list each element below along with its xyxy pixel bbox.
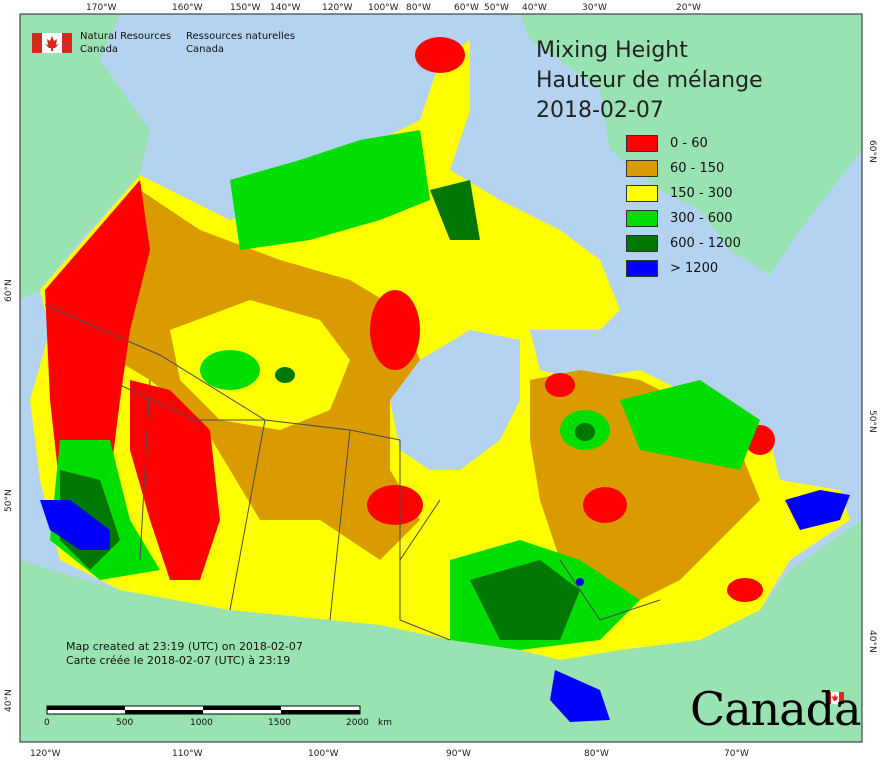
tick-top: 160°W — [172, 3, 203, 13]
scale-label: 2000 — [346, 718, 369, 728]
legend-item: 300 - 600 — [626, 209, 733, 227]
tick-top: 80°W — [406, 3, 431, 13]
tick-bottom: 80°W — [584, 749, 609, 759]
region-0-60-ellesmere — [415, 37, 465, 73]
tick-bottom: 90°W — [446, 749, 471, 759]
region-0-60-west — [45, 180, 150, 490]
tick-top: 150°W — [230, 3, 261, 13]
legend-swatch — [626, 134, 658, 152]
scale-label: 1000 — [190, 718, 213, 728]
legend-item: 0 - 60 — [626, 134, 708, 152]
greenland-land — [520, 14, 862, 275]
graticule-bottom: 120°W 110°W 100°W 90°W 80°W 70°W — [30, 749, 749, 759]
map-title-en: Mixing Height — [536, 38, 688, 63]
tick-right: 40°N — [867, 630, 877, 653]
scale-label: 500 — [116, 718, 134, 728]
agency-name-fr: Ressources naturelles Canada — [186, 30, 295, 56]
tick-left: 50°N — [4, 489, 14, 512]
map-title-fr: Hauteur de mélange — [536, 68, 763, 93]
canada-wordmark: Canada — [690, 682, 862, 736]
tick-top: 20°W — [676, 3, 701, 13]
region-600-1200-ontario — [470, 560, 580, 640]
hudson-bay — [390, 330, 520, 470]
tick-top: 170°W — [86, 3, 117, 13]
map-date: 2018-02-07 — [536, 98, 664, 123]
region-gt1200-ontario — [550, 670, 610, 722]
agency-name-en-line2: Canada — [80, 44, 119, 55]
legend-item: 600 - 1200 — [626, 234, 741, 252]
wordmark-flag-icon — [826, 692, 844, 704]
agency-name-en-line1: Natural Resources — [80, 31, 172, 42]
legend-label: > 1200 — [670, 260, 719, 276]
tick-bottom: 120°W — [30, 749, 61, 759]
region-0-60-ungava — [545, 373, 575, 397]
legend-label: 300 - 600 — [670, 210, 733, 226]
region-600-1200-arctic — [430, 180, 480, 240]
credit-en: Map created at 23:19 (UTC) on 2018-02-07 — [66, 640, 303, 653]
region-gt1200-bc — [40, 500, 110, 550]
region-300-600-nwt — [200, 350, 260, 390]
scale-unit: km — [378, 718, 392, 728]
legend-label: 0 - 60 — [670, 135, 708, 151]
region-0-60-ontario — [367, 485, 423, 525]
region-gt1200-dot — [576, 578, 584, 586]
tick-left: 40°N — [4, 689, 14, 712]
region-600-1200-quebec — [575, 423, 595, 441]
tick-bottom: 70°W — [724, 749, 749, 759]
graticule-left: 60°N 50°N 40°N — [4, 279, 14, 712]
region-300-600-labrador — [620, 380, 760, 470]
legend-swatch — [626, 159, 658, 177]
region-gt1200-newfoundland — [785, 490, 850, 530]
alaska-land — [20, 14, 150, 300]
agency-name-fr-line2: Canada — [186, 44, 225, 55]
graticule-right: 60°N 50°N 40°N — [867, 140, 877, 653]
legend-item: 150 - 300 — [626, 184, 733, 202]
tick-top: 140°W — [270, 3, 301, 13]
tick-bottom: 100°W — [308, 749, 339, 759]
tick-top: 60°W — [454, 3, 479, 13]
usa-land — [20, 520, 862, 742]
region-150-300 — [170, 300, 350, 430]
graticule-top: 170°W 160°W 150°W 140°W 120°W 100°W 80°W… — [86, 3, 701, 13]
region-0-60-maritimes — [727, 578, 763, 602]
tick-top: 120°W — [322, 3, 353, 13]
agency-name-fr-line1: Ressources naturelles — [186, 31, 296, 42]
province-boundaries — [44, 304, 661, 641]
tick-right: 50°N — [867, 410, 877, 433]
scale-label: 1500 — [268, 718, 291, 728]
legend-label: 60 - 150 — [670, 160, 725, 176]
region-0-60-quebec — [583, 487, 627, 523]
region-600-1200-nwt — [275, 367, 295, 383]
tick-top: 100°W — [368, 3, 399, 13]
legend-label: 600 - 1200 — [670, 235, 741, 251]
region-300-600-arctic — [230, 130, 430, 250]
tick-top: 50°W — [484, 3, 509, 13]
legend-label: 150 - 300 — [670, 185, 733, 201]
legend-swatch — [626, 259, 658, 277]
scale-label: 0 — [44, 718, 50, 728]
region-0-60-rockies — [130, 380, 220, 580]
legend-swatch — [626, 184, 658, 202]
tick-right: 60°N — [867, 140, 877, 163]
canada-flag-icon — [32, 33, 72, 53]
tick-bottom: 110°W — [172, 749, 203, 759]
legend-swatch — [626, 234, 658, 252]
map-border — [19, 13, 863, 743]
credit-fr: Carte créée le 2018-02-07 (UTC) à 23:19 — [66, 654, 291, 667]
agency-name-en: Natural Resources Canada — [80, 30, 171, 56]
legend-item: 60 - 150 — [626, 159, 724, 177]
legend-item: > 1200 — [626, 259, 718, 277]
region-0-60-nunavut — [370, 290, 420, 370]
tick-top: 30°W — [582, 3, 607, 13]
tick-left: 60°N — [4, 279, 14, 302]
tick-top: 40°W — [522, 3, 547, 13]
scale-bar — [46, 705, 361, 715]
legend-swatch — [626, 209, 658, 227]
